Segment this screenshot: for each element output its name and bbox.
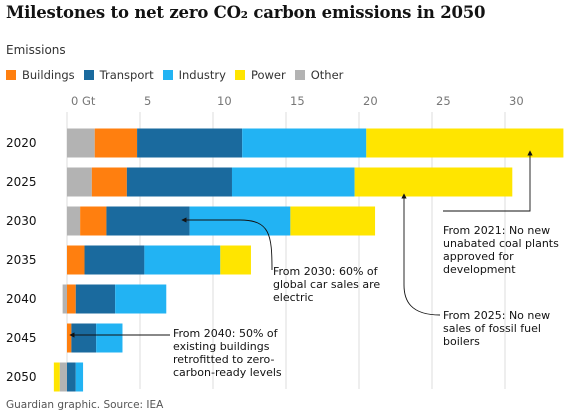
bar-buildings-2025 bbox=[91, 167, 127, 197]
legend-label: Industry bbox=[178, 68, 226, 82]
bar-industry-2045 bbox=[96, 323, 123, 353]
annotation-text: development bbox=[443, 263, 516, 276]
legend-item-industry: Industry bbox=[162, 68, 226, 82]
bar-other-2030 bbox=[67, 206, 81, 236]
bar-buildings-2045 bbox=[67, 323, 72, 353]
bar-other-2025 bbox=[67, 167, 92, 197]
bar-buildings-2035 bbox=[67, 245, 85, 275]
annotation-text: From 2030: 60% of bbox=[273, 265, 379, 278]
x-tick-label: 15 bbox=[290, 94, 305, 108]
y-axis-label: Emissions bbox=[6, 43, 66, 57]
y-category-label: 2045 bbox=[6, 331, 37, 345]
legend-swatch bbox=[6, 70, 16, 80]
annotation-leader-line bbox=[181, 217, 273, 271]
y-category-label: 2035 bbox=[6, 253, 37, 267]
bar-industry-2020 bbox=[242, 128, 367, 158]
bar-industry-2035 bbox=[144, 245, 221, 275]
bar-industry-2025 bbox=[231, 167, 355, 197]
x-tick-label: 0 Gt bbox=[71, 94, 96, 108]
bar-transport-2035 bbox=[84, 245, 145, 275]
y-category-label: 2025 bbox=[6, 175, 37, 189]
bar-industry-2040 bbox=[115, 284, 167, 314]
legend-item-transport: Transport bbox=[83, 68, 154, 82]
legend-label: Transport bbox=[99, 68, 154, 82]
annotation-text: unabated coal plants bbox=[443, 237, 559, 250]
bar-power-2035 bbox=[220, 245, 251, 275]
legend-label: Power bbox=[250, 68, 286, 82]
legend-item-other: Other bbox=[294, 68, 344, 82]
legend-swatch bbox=[294, 70, 305, 80]
bar-power-2020 bbox=[366, 128, 564, 158]
bar-buildings-2020 bbox=[94, 128, 138, 158]
annotation-text: boilers bbox=[443, 335, 480, 348]
legend-label: Buildings bbox=[22, 68, 75, 82]
legend: Buildings Transport Industry Power Other bbox=[6, 68, 352, 82]
bar-buildings-2030 bbox=[80, 206, 107, 236]
bar-power-2030 bbox=[290, 206, 376, 236]
chart-title: Milestones to net zero CO₂ carbon emissi… bbox=[6, 3, 486, 22]
bar-transport-2020 bbox=[137, 128, 243, 158]
bar-transport-2040 bbox=[75, 284, 116, 314]
annotation-text: global car sales are bbox=[273, 278, 380, 291]
source-note: Guardian graphic. Source: IEA bbox=[6, 399, 164, 411]
legend-label: Other bbox=[310, 68, 344, 82]
bar-transport-2045 bbox=[71, 323, 97, 353]
x-tick-label: 5 bbox=[144, 94, 151, 108]
bar-buildings-2040 bbox=[67, 284, 76, 314]
x-tick-label: 30 bbox=[509, 94, 524, 108]
legend-swatch bbox=[162, 70, 173, 80]
bar-power-2025 bbox=[354, 167, 513, 197]
annotation-text: electric bbox=[273, 291, 314, 304]
y-category-label: 2040 bbox=[6, 292, 37, 306]
annotation-text: From 2021: No new bbox=[443, 224, 550, 237]
annotation-text: From 2040: 50% of bbox=[173, 327, 279, 340]
annotation-leader-line bbox=[443, 150, 533, 212]
bar-industry-2050 bbox=[75, 362, 84, 392]
annotation-leader-line bbox=[401, 193, 441, 316]
x-tick-label: 20 bbox=[363, 94, 378, 108]
annotation-text: From 2025: No new bbox=[443, 309, 550, 322]
bar-other-2040 bbox=[62, 284, 67, 314]
annotation-text: existing buildings bbox=[173, 340, 270, 353]
x-tick-label: 10 bbox=[217, 94, 232, 108]
annotation-text: retrofitted to zero- bbox=[173, 353, 274, 366]
annotation-text: approved for bbox=[443, 250, 514, 263]
legend-item-power: Power bbox=[234, 68, 286, 82]
bar-transport-2025 bbox=[126, 167, 232, 197]
legend-swatch bbox=[83, 70, 94, 80]
legend-swatch bbox=[234, 70, 245, 80]
y-category-label: 2030 bbox=[6, 214, 37, 228]
bar-transport-2050 bbox=[67, 362, 76, 392]
bar-transport-2030 bbox=[106, 206, 190, 236]
bar-other-2020 bbox=[67, 128, 95, 158]
annotation-text: sales of fossil fuel bbox=[443, 322, 541, 335]
y-category-label: 2050 bbox=[6, 370, 37, 384]
bar-power-2050 bbox=[53, 362, 60, 392]
x-tick-label: 25 bbox=[436, 94, 451, 108]
legend-item-buildings: Buildings bbox=[6, 68, 75, 82]
annotation-text: carbon-ready levels bbox=[173, 366, 282, 379]
bar-other-2050 bbox=[59, 362, 67, 392]
bar-industry-2030 bbox=[189, 206, 291, 236]
y-category-label: 2020 bbox=[6, 136, 37, 150]
